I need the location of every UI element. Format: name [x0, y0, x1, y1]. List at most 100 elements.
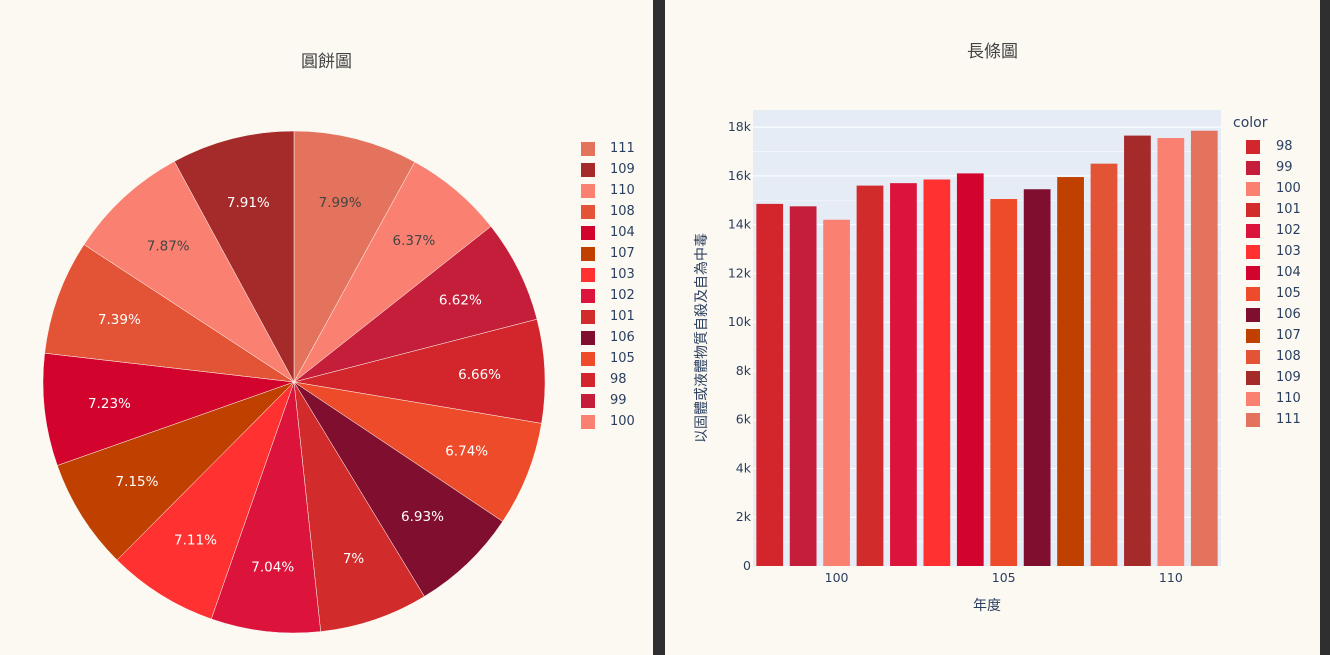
- legend-label: 110: [610, 183, 635, 198]
- bar-105[interactable]: [990, 199, 1018, 566]
- pie-slice-108[interactable]: [44, 244, 295, 383]
- pie-legend-item[interactable]: 111: [581, 139, 661, 160]
- pie-slice-label: 7%: [343, 551, 365, 567]
- pie-slice-109[interactable]: [173, 130, 295, 383]
- bar-legend-item[interactable]: 99: [1246, 158, 1326, 179]
- legend-label: 98: [610, 372, 627, 387]
- legend-label: 107: [1276, 328, 1301, 343]
- bar-legend-item[interactable]: 98: [1246, 137, 1326, 158]
- legend-label: 109: [1276, 370, 1301, 385]
- pie-legend-item[interactable]: 99: [581, 391, 661, 412]
- legend-swatch: [1246, 224, 1260, 238]
- pie-slice-106[interactable]: [293, 381, 504, 597]
- pie-legend-item[interactable]: 107: [581, 244, 661, 265]
- pie-legend-item[interactable]: 106: [581, 328, 661, 349]
- bar-legend-item[interactable]: 105: [1246, 284, 1326, 305]
- bar-legend-item[interactable]: 102: [1246, 221, 1326, 242]
- legend-swatch: [1246, 371, 1260, 385]
- bar-99[interactable]: [789, 206, 817, 566]
- pie-chart: 7.99% 6.37% 6.62% 6.66% 6.74% 6.93% 7% 7.04% 7.1…: [42, 130, 546, 634]
- legend-swatch: [1246, 413, 1260, 427]
- legend-swatch: [581, 163, 595, 177]
- y-tick-label: 2k: [736, 509, 752, 524]
- bar-legend-item[interactable]: 101: [1246, 200, 1326, 221]
- bar-111[interactable]: [1190, 130, 1218, 566]
- pie-slice-label: 6.74%: [445, 443, 488, 459]
- legend-label: 106: [1276, 307, 1301, 322]
- pie-slice-111[interactable]: [293, 130, 416, 383]
- pie-legend-item[interactable]: 105: [581, 349, 661, 370]
- bar-legend-item[interactable]: 109: [1246, 368, 1326, 389]
- pie-slice-label: 6.37%: [393, 233, 436, 249]
- bar-109[interactable]: [1124, 135, 1151, 566]
- pie-legend-item[interactable]: 98: [581, 370, 661, 391]
- bar-108[interactable]: [1090, 163, 1118, 566]
- pie-legend-item[interactable]: 103: [581, 265, 661, 286]
- legend-label: 100: [610, 414, 635, 429]
- pie-slice-101[interactable]: [293, 381, 425, 632]
- legend-swatch: [1246, 182, 1260, 196]
- legend-swatch: [581, 394, 595, 408]
- y-tick-label: 6k: [736, 412, 752, 427]
- pie-slice-103[interactable]: [116, 381, 295, 620]
- bar-legend-item[interactable]: 111: [1246, 410, 1326, 431]
- legend-swatch: [1246, 350, 1260, 364]
- x-axis-title: 年度: [973, 598, 1001, 614]
- pie-slice-110[interactable]: [83, 161, 295, 383]
- bar-legend-item[interactable]: 100: [1246, 179, 1326, 200]
- bar-106[interactable]: [1023, 189, 1051, 566]
- legend-swatch: [1246, 329, 1260, 343]
- legend-swatch: [581, 331, 595, 345]
- x-tick-label: 110: [1159, 570, 1183, 585]
- bar-legend-item[interactable]: 110: [1246, 389, 1326, 410]
- legend-label: 109: [610, 162, 635, 177]
- pie-slice-107[interactable]: [56, 381, 295, 561]
- legend-label: 101: [1276, 202, 1301, 217]
- legend-swatch: [581, 415, 595, 429]
- legend-swatch: [581, 373, 595, 387]
- bar-107[interactable]: [1057, 177, 1084, 566]
- bar-110[interactable]: [1157, 138, 1185, 566]
- legend-swatch: [581, 142, 595, 156]
- bar-102[interactable]: [890, 183, 917, 566]
- x-tick-label: 105: [992, 570, 1016, 585]
- bar-103[interactable]: [923, 179, 951, 567]
- bar-legend-title: color: [1233, 115, 1268, 131]
- legend-label: 103: [1276, 244, 1301, 259]
- pie-legend-item[interactable]: 101: [581, 307, 661, 328]
- pie-legend-item[interactable]: 110: [581, 181, 661, 202]
- pie-legend-item[interactable]: 109: [581, 160, 661, 181]
- bar-legend-item[interactable]: 104: [1246, 263, 1326, 284]
- pie-slice-104[interactable]: [42, 352, 295, 466]
- legend-label: 100: [1276, 181, 1301, 196]
- y-axis-title: 以固體或液體物質自殺及自為中毒: [694, 233, 710, 443]
- bar-104[interactable]: [956, 173, 984, 566]
- bar-98[interactable]: [756, 203, 784, 566]
- legend-label: 104: [610, 225, 635, 240]
- legend-label: 108: [610, 204, 635, 219]
- legend-swatch: [1246, 308, 1260, 322]
- pie-legend-item[interactable]: 104: [581, 223, 661, 244]
- pie-slice-105[interactable]: [293, 381, 542, 522]
- pie-legend-item[interactable]: 102: [581, 286, 661, 307]
- pie-legend-item[interactable]: 108: [581, 202, 661, 223]
- legend-label: 104: [1276, 265, 1301, 280]
- legend-label: 103: [610, 267, 635, 282]
- pie-slice-label: 6.93%: [401, 509, 444, 525]
- pie-slice-label: 7.23%: [88, 396, 131, 412]
- y-tick-label: 16k: [728, 168, 752, 183]
- pie-legend-item[interactable]: 100: [581, 412, 661, 433]
- pie-slice-label: 7.91%: [227, 195, 270, 211]
- legend-label: 105: [1276, 286, 1301, 301]
- bar-legend-item[interactable]: 108: [1246, 347, 1326, 368]
- legend-swatch: [581, 226, 595, 240]
- pie-slice-102[interactable]: [210, 381, 321, 634]
- y-tick-label: 18k: [728, 119, 752, 134]
- bar-legend-item[interactable]: 103: [1246, 242, 1326, 263]
- bar-101[interactable]: [856, 185, 884, 567]
- bar-legend-item[interactable]: 107: [1246, 326, 1326, 347]
- legend-label: 105: [610, 351, 635, 366]
- bar-100[interactable]: [823, 219, 850, 567]
- y-tick-label: 10k: [728, 314, 752, 329]
- bar-legend-item[interactable]: 106: [1246, 305, 1326, 326]
